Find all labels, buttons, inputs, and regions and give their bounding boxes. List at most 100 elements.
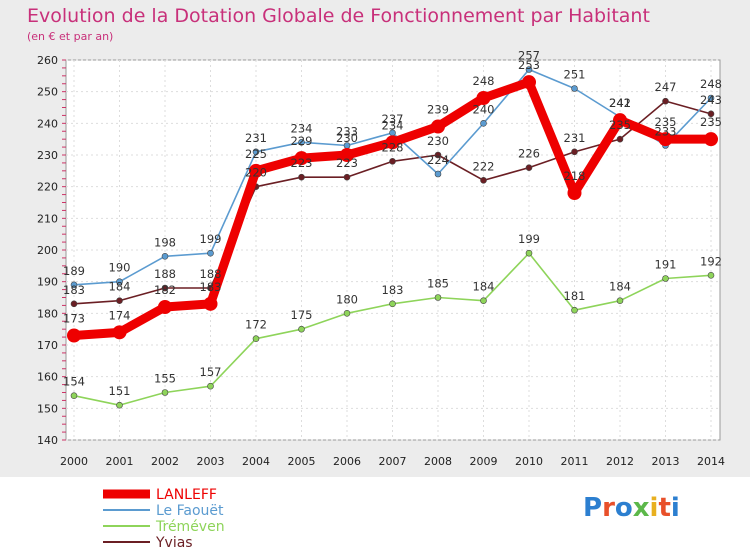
logo-letter: t — [658, 493, 670, 523]
data-point-lanleff — [249, 163, 263, 178]
data-label: 248 — [473, 74, 495, 88]
data-point-le-faouet — [207, 249, 214, 257]
y-tick-label: 180 — [37, 307, 58, 320]
data-label: 190 — [109, 261, 131, 275]
data-point-lanleff — [340, 148, 354, 162]
data-label: 234 — [291, 121, 313, 135]
data-point-le-faouet — [298, 139, 305, 146]
data-point-le-faouet — [480, 120, 487, 127]
data-label: 231 — [245, 131, 267, 145]
data-label: 192 — [700, 254, 722, 268]
x-tick-label: 2002 — [151, 455, 179, 468]
data-label: 155 — [154, 372, 176, 386]
data-point-tremeven — [343, 310, 351, 317]
data-label: 184 — [609, 280, 631, 294]
data-label: 199 — [518, 232, 540, 246]
data-label: 188 — [200, 267, 222, 281]
data-label: 183 — [200, 280, 222, 294]
data-point-tremeven — [480, 297, 487, 304]
y-tick-label: 250 — [37, 86, 58, 99]
data-label: 257 — [518, 49, 540, 63]
data-point-tremeven — [707, 272, 715, 279]
x-tick-label: 2008 — [424, 455, 452, 468]
series-group — [67, 66, 718, 409]
data-point-yvias — [343, 173, 351, 181]
data-label: 180 — [336, 292, 358, 306]
data-point-tremeven — [662, 275, 669, 282]
data-label: 253 — [518, 58, 540, 72]
data-label: 235 — [700, 115, 722, 129]
axes: 2000 2001 2002 2003 2004 2005 2006 2007 2008 2009… — [37, 54, 725, 468]
data-label: 230 — [336, 131, 358, 145]
data-point-tremeven — [616, 297, 624, 304]
data-label: 182 — [154, 283, 176, 297]
data-label: 154 — [63, 375, 85, 389]
x-tick-label: 2000 — [60, 455, 88, 468]
x-tick-label: 2007 — [379, 455, 407, 468]
data-label: 220 — [245, 166, 267, 180]
data-point-lanleff — [522, 75, 536, 90]
data-point-yvias — [525, 164, 533, 171]
x-tick-label: 2010 — [515, 455, 543, 468]
data-label: 157 — [200, 365, 222, 379]
data-label: 199 — [200, 232, 222, 246]
data-label: 242 — [609, 96, 631, 110]
logo-letter: o — [615, 493, 633, 523]
data-point-tremeven — [116, 401, 123, 409]
data-point-lanleff — [385, 135, 400, 150]
data-point-le-faouet — [525, 66, 533, 73]
y-tick-label: 240 — [37, 117, 58, 130]
data-label: 175 — [291, 308, 313, 322]
data-label: 233 — [655, 125, 677, 139]
data-label: 230 — [427, 134, 449, 148]
y-tick-label: 210 — [37, 212, 58, 225]
data-point-yvias — [298, 173, 305, 181]
data-label: 239 — [427, 103, 449, 117]
y-tick-label: 190 — [37, 276, 58, 289]
data-label: 223 — [291, 156, 313, 170]
data-label: 184 — [473, 280, 495, 294]
data-point-tremeven — [434, 294, 442, 301]
data-label: 184 — [109, 280, 131, 294]
data-point-lanleff — [67, 328, 81, 343]
data-point-yvias — [434, 151, 442, 159]
data-label: 247 — [655, 80, 677, 94]
data-label: 226 — [518, 147, 540, 161]
x-tick-label: 2011 — [561, 455, 589, 468]
data-label: 191 — [655, 258, 677, 272]
data-point-le-faouet — [70, 281, 78, 289]
data-point-yvias — [480, 177, 487, 184]
y-tick-label: 160 — [37, 371, 58, 384]
data-label: 189 — [63, 264, 85, 278]
data-label: 235 — [609, 118, 631, 132]
data-point-le-faouet — [161, 253, 169, 260]
data-point-tremeven — [161, 389, 169, 396]
legend-label: Yvias — [155, 535, 193, 550]
data-label: 224 — [427, 153, 449, 167]
data-label: 237 — [382, 112, 404, 126]
data-point-lanleff — [567, 186, 582, 200]
data-point-lanleff — [476, 91, 491, 105]
data-label: 188 — [154, 267, 176, 281]
data-point-yvias — [616, 135, 624, 143]
data-point-tremeven — [207, 382, 214, 390]
x-tick-label: 2009 — [470, 455, 498, 468]
data-point-yvias — [571, 148, 578, 156]
data-label: 174 — [109, 308, 131, 322]
data-point-lanleff — [658, 132, 673, 147]
x-tick-label: 2006 — [333, 455, 361, 468]
data-point-lanleff — [431, 119, 445, 134]
x-tick-label: 2014 — [697, 455, 725, 468]
data-point-le-faouet — [571, 85, 578, 92]
data-label: 234 — [382, 118, 404, 132]
y-tick-label: 170 — [37, 339, 58, 352]
y-tick-label: 140 — [37, 434, 58, 447]
data-point-yvias — [389, 158, 396, 165]
data-label: 172 — [245, 318, 267, 332]
data-label: 228 — [382, 140, 404, 154]
data-label: 173 — [63, 312, 85, 326]
data-point-lanleff — [294, 151, 309, 166]
